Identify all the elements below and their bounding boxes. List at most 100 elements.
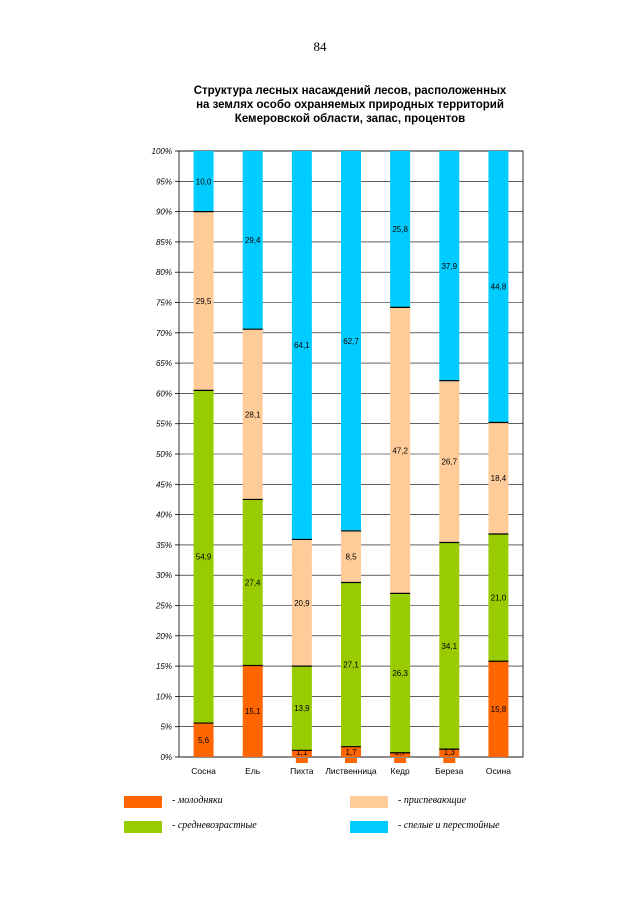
bar-segment: [242, 329, 263, 500]
category-label: Пихта: [290, 766, 314, 776]
stacked-bar-chart: 0% 5% 10% 15% 20% 25% 30% 35% 40% 45% 50% 55% 60% 65%…: [152, 147, 524, 776]
category-label: Кедр: [391, 766, 410, 776]
y-tick-label: 40%: [156, 511, 172, 520]
data-label: 29,4: [245, 236, 261, 245]
legend-swatch: [350, 821, 388, 833]
bar-segment: [242, 151, 263, 330]
data-label: 44,8: [491, 283, 507, 292]
y-tick-label: 30%: [156, 571, 172, 580]
y-tick-label: 55%: [156, 420, 172, 429]
y-tick-label: 0%: [160, 753, 172, 762]
data-label: 37,9: [441, 262, 457, 271]
data-label: 54,9: [196, 553, 212, 562]
y-tick-label: 25%: [155, 602, 172, 611]
data-label: 34,1: [441, 642, 457, 651]
small-value-marker: [394, 758, 407, 763]
data-label: 20,9: [294, 599, 310, 608]
y-tick-label: 5%: [160, 723, 172, 732]
page-number: 84: [313, 39, 327, 54]
y-tick-label: 15%: [156, 662, 172, 671]
y-tick-label: 70%: [156, 329, 172, 338]
bar-segment: [439, 380, 460, 543]
legend-swatch: [124, 821, 162, 833]
data-label: 1,1: [296, 748, 308, 757]
y-tick-label: 90%: [156, 208, 172, 217]
data-label: 13,9: [294, 704, 310, 713]
y-tick-label: 80%: [156, 268, 172, 277]
y-tick-label: 35%: [156, 541, 172, 550]
y-tick-label: 75%: [156, 299, 172, 308]
data-label: 18,4: [491, 474, 507, 483]
y-tick-label: 100%: [152, 147, 172, 156]
bar-segment: [390, 752, 411, 757]
data-label: 27,1: [343, 661, 359, 670]
data-label: 62,7: [343, 337, 359, 346]
y-tick-label: 60%: [156, 389, 172, 398]
bar-segment: [193, 723, 214, 757]
bar-segment: [193, 390, 214, 724]
bar-segment: [242, 665, 263, 757]
y-tick-label: 10%: [156, 692, 172, 701]
chart-title-line: Кемеровской области, запас, процентов: [234, 113, 466, 125]
data-label: 28,1: [245, 410, 261, 419]
bar-segment: [341, 582, 361, 747]
legend-label: - приспевающие: [398, 795, 467, 806]
legend-label: - молодняки: [172, 795, 223, 806]
data-label: 15,8: [491, 705, 507, 714]
bar-segment: [291, 151, 312, 540]
bar-segment: [488, 533, 509, 662]
bar-segment: [291, 539, 312, 667]
category-label: Осина: [486, 766, 511, 776]
bar-segment: [291, 666, 312, 751]
data-label: 26,7: [441, 458, 457, 467]
chart-title-line: на землях особо охраняемых природных тер…: [196, 99, 504, 111]
bar-segment: [439, 151, 460, 381]
bar-segment: [193, 211, 214, 391]
chart-title-line: Структура лесных насаждений лесов, распо…: [193, 85, 507, 97]
y-tick-label: 65%: [156, 359, 172, 368]
category-label: Сосна: [191, 766, 216, 776]
bar-segment: [439, 749, 460, 757]
bar-segment: [341, 151, 361, 531]
bar-segment: [390, 151, 411, 308]
data-label: 5,6: [198, 736, 210, 745]
bar-segment: [488, 422, 509, 534]
small-value-marker: [295, 758, 308, 763]
bar-segment: [390, 307, 411, 594]
data-label: 25,8: [392, 225, 408, 234]
data-label: 1,3: [444, 748, 456, 757]
legend-label: - спелые и перестойные: [398, 820, 500, 831]
y-tick-label: 85%: [156, 238, 172, 247]
data-label: 21,0: [491, 594, 507, 603]
bar-segment: [242, 499, 263, 666]
small-value-marker: [443, 758, 456, 763]
bar-segment: [341, 530, 361, 583]
data-label: 64,1: [294, 341, 310, 350]
bar-segment: [390, 593, 411, 753]
small-value-marker: [345, 758, 357, 763]
bar-segment: [291, 750, 312, 757]
category-label: Береза: [435, 766, 463, 776]
bar-segment: [341, 746, 361, 757]
data-label: 8,5: [345, 553, 357, 562]
data-label: 26,3: [392, 669, 408, 678]
legend-swatch: [350, 796, 388, 808]
data-label: 10,0: [196, 177, 212, 186]
y-tick-label: 95%: [156, 177, 172, 186]
data-label: 29,5: [196, 297, 212, 306]
bar-segment: [488, 151, 509, 423]
category-label: Лиственница: [325, 766, 377, 776]
y-tick-label: 50%: [156, 450, 172, 459]
bar-segment: [439, 542, 460, 750]
bar-segment: [193, 151, 214, 212]
bar-segment: [488, 661, 509, 757]
data-label: 15,1: [245, 707, 261, 716]
data-label: 47,2: [392, 446, 408, 455]
legend-swatch: [124, 796, 162, 808]
chart-title: Структура лесных насаждений лесов, распо…: [140, 84, 560, 126]
category-label: Ель: [245, 766, 261, 776]
legend-label: - средневозрастные: [172, 820, 257, 831]
y-tick-label: 45%: [156, 480, 172, 489]
data-label: 27,4: [245, 578, 261, 587]
data-label: 1,7: [345, 748, 357, 757]
